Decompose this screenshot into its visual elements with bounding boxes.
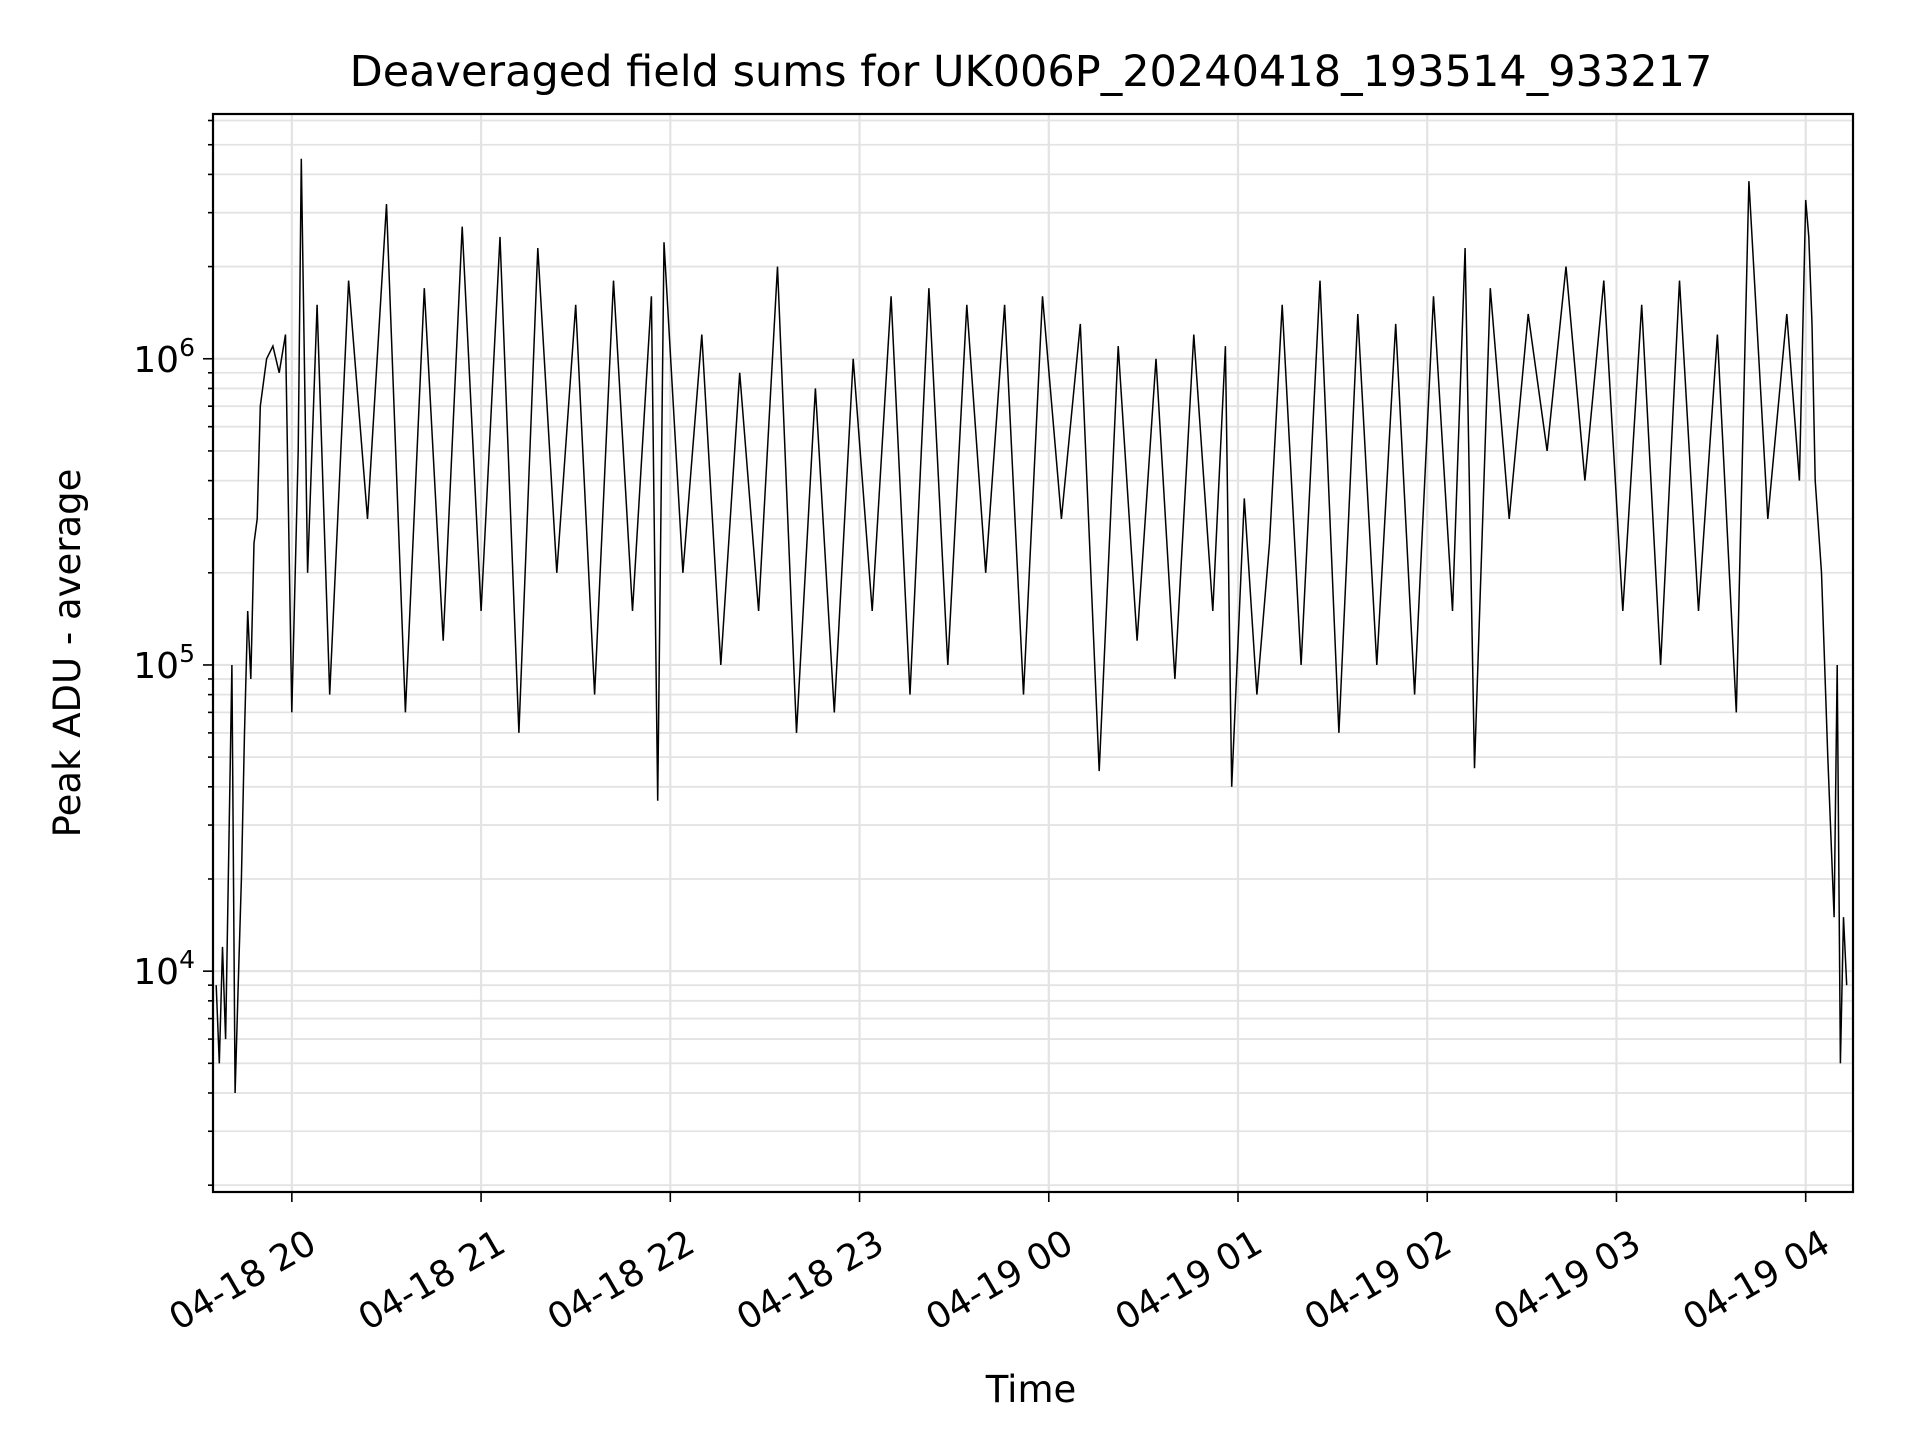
x-axis-label: Time — [985, 1368, 1077, 1411]
y-tick-label: 105 — [133, 639, 195, 687]
y-axis-label: Peak ADU - average — [46, 469, 89, 838]
plot-frame — [211, 112, 1855, 1194]
series-layer — [215, 158, 1848, 1094]
chart-title: Deaveraged field sums for UK006P_2024041… — [350, 47, 1713, 97]
series-line — [215, 158, 1848, 1094]
y-tick-label: 106 — [133, 333, 195, 381]
y-tick-label: 104 — [133, 945, 195, 993]
y-axis: 104 105 106 — [133, 119, 213, 1186]
